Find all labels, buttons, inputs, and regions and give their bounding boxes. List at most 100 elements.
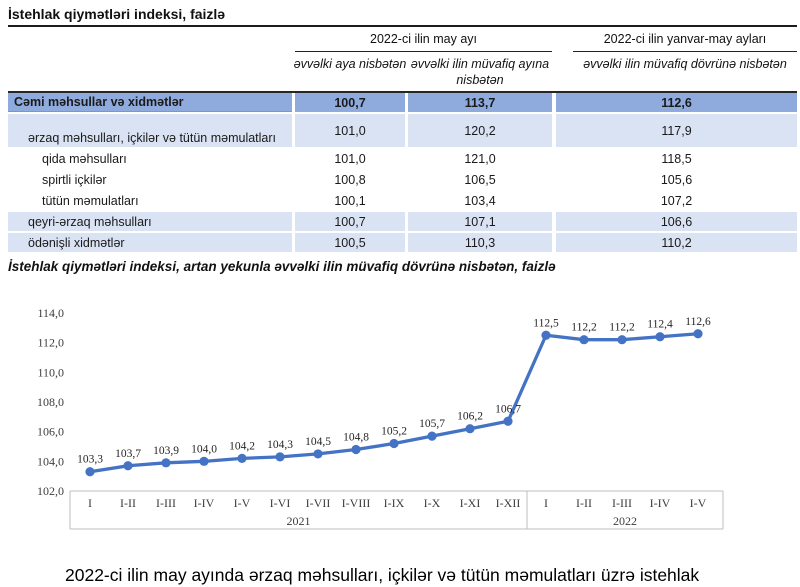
data-point	[465, 424, 475, 434]
row-value: 100,1	[295, 191, 405, 210]
row-label: spirtli içkilər	[8, 170, 292, 189]
x-tick-label: I-VII	[306, 496, 331, 510]
row-value: 105,6	[556, 170, 797, 189]
data-point	[85, 467, 95, 477]
data-point	[161, 458, 171, 468]
table-row: Cəmi məhsullar və xidmətlər 100,7 113,7 112…	[8, 93, 797, 112]
x-tick-label: I-V	[690, 496, 707, 510]
x-tick-label: I-IX	[384, 496, 405, 510]
table-row: tütün məmulatları 100,1 103,4 107,2	[8, 191, 797, 210]
row-value: 117,9	[556, 114, 797, 147]
row-label: qeyri-ərzaq məhsulları	[8, 212, 292, 231]
data-point	[541, 330, 551, 340]
data-label: 104,8	[343, 431, 369, 443]
row-value: 110,3	[408, 233, 552, 252]
data-point	[427, 431, 437, 441]
row-value: 107,2	[556, 191, 797, 210]
row-value: 100,5	[295, 233, 405, 252]
x-tick-label: I-V	[234, 496, 251, 510]
data-label: 103,3	[77, 454, 103, 466]
row-value: 112,6	[556, 93, 797, 112]
row-value: 103,4	[408, 191, 552, 210]
row-value: 121,0	[408, 149, 552, 168]
data-label: 105,7	[419, 418, 445, 430]
y-tick-label: 110,0	[37, 365, 64, 379]
y-tick-label: 112,0	[37, 336, 64, 350]
row-value: 101,0	[295, 114, 405, 147]
x-tick-label: I-X	[424, 496, 441, 510]
row-label: Cəmi məhsullar və xidmətlər	[8, 93, 292, 112]
row-label: ərzaq məhsulları, içkilər və tütün məmul…	[8, 114, 292, 147]
data-point	[313, 449, 323, 459]
x-tick-label: I-IV	[650, 496, 671, 510]
row-label: qida məhsulları	[8, 149, 292, 168]
data-label: 106,7	[495, 403, 521, 415]
cpi-table-body: Cəmi məhsullar və xidmətlər 100,7 113,7 112…	[8, 93, 797, 254]
page-title: İstehlak qiymətləri indeksi, faizlə	[8, 6, 226, 22]
x-tick-label: I-IV	[194, 496, 215, 510]
data-label: 112,5	[533, 317, 559, 329]
x-group-label: 2021	[287, 514, 311, 528]
table-row: spirtli içkilər 100,8 106,5 105,6	[8, 170, 797, 189]
table-row: ərzaq məhsulları, içkilər və tütün məmul…	[8, 114, 797, 147]
table-row: qeyri-ərzaq məhsulları 100,7 107,1 106,6	[8, 212, 797, 231]
axis-frame	[69, 490, 724, 530]
table-row: ödənişli xidmətlər 100,5 110,3 110,2	[8, 233, 797, 252]
y-tick-label: 108,0	[37, 395, 64, 409]
x-tick-label: I-XI	[460, 496, 481, 510]
x-tick-label: I-XII	[496, 496, 521, 510]
data-point	[199, 456, 209, 466]
table-col-header-prev-month: əvvəlki aya nisbətən	[293, 57, 407, 71]
x-tick-label: I-VI	[270, 496, 291, 510]
table-group-header-jan-may: 2022-ci ilin yanvar-may ayları	[573, 32, 797, 52]
data-point	[503, 416, 513, 426]
data-point	[237, 453, 247, 463]
data-label: 106,2	[457, 411, 483, 423]
data-label: 112,2	[609, 322, 635, 334]
data-label: 103,9	[153, 445, 179, 457]
data-label: 112,6	[685, 316, 711, 328]
data-label: 112,2	[571, 322, 597, 334]
data-label: 112,4	[647, 319, 673, 331]
chart-title: İstehlak qiymətləri indeksi, artan yekun…	[8, 259, 556, 274]
data-label: 103,7	[115, 448, 141, 460]
row-value: 100,7	[295, 93, 405, 112]
data-point	[579, 335, 589, 345]
row-value: 106,5	[408, 170, 552, 189]
x-group-label: 2022	[613, 514, 637, 528]
row-value: 101,0	[295, 149, 405, 168]
row-value: 106,6	[556, 212, 797, 231]
data-point	[351, 444, 361, 455]
x-tick-label: I-III	[156, 496, 176, 510]
title-divider	[8, 25, 797, 27]
x-tick-label: I-II	[576, 496, 592, 510]
y-tick-label: 102,0	[37, 484, 64, 498]
x-tick-label: I	[544, 496, 548, 510]
row-value: 107,1	[408, 212, 552, 231]
row-value: 120,2	[408, 114, 552, 147]
cpi-line-chart: 102,0 104,0 106,0 108,0 110,0 112,0 114,0 I I-II…	[37, 306, 724, 530]
series-line	[88, 332, 700, 474]
data-point	[389, 438, 399, 449]
data-label: 104,3	[267, 439, 293, 451]
data-point	[123, 461, 133, 471]
x-tick-label: I-VIII	[342, 496, 371, 510]
data-label: 104,5	[305, 436, 331, 448]
row-label: tütün məmulatları	[8, 191, 292, 210]
row-label: ödənişli xidmətlər	[8, 233, 292, 252]
table-header-divider	[8, 91, 797, 93]
x-tick-label: I-III	[612, 496, 632, 510]
y-tick-label: 106,0	[37, 425, 64, 439]
row-value: 100,8	[295, 170, 405, 189]
table-group-header-may: 2022-ci ilin may ayı	[295, 32, 552, 52]
footer-paragraph: 2022-ci ilin may ayında ərzaq məhsulları…	[65, 565, 700, 585]
row-value: 100,7	[295, 212, 405, 231]
row-value: 113,7	[408, 93, 552, 112]
data-point	[655, 332, 665, 342]
table-row: qida məhsulları 101,0 121,0 118,5	[8, 149, 797, 168]
data-label: 104,0	[191, 443, 217, 455]
data-label: 105,2	[381, 426, 407, 438]
x-tick-label: I	[88, 496, 92, 510]
table-col-header-same-month: əvvəlki ilin müvafiq ayına nisbətən	[410, 57, 550, 87]
